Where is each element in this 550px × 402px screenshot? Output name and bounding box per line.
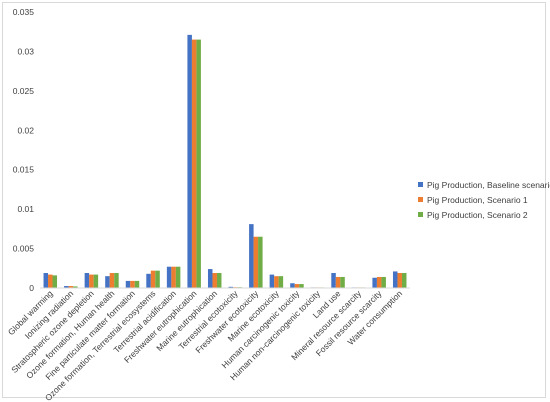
bar xyxy=(212,273,217,288)
bar xyxy=(381,276,386,288)
bar xyxy=(114,273,119,288)
bar xyxy=(155,270,160,288)
bar xyxy=(228,286,234,288)
bar xyxy=(294,284,300,288)
bar xyxy=(146,273,151,288)
bar xyxy=(64,286,69,288)
y-tick-label: 0.02 xyxy=(17,125,34,135)
y-tick-label: 0.025 xyxy=(13,86,35,96)
bar xyxy=(166,266,172,288)
bar xyxy=(249,224,254,288)
bar xyxy=(68,286,74,288)
legend-item-label: Pig Production, Baseline scenario xyxy=(427,180,550,190)
bar xyxy=(401,273,407,288)
y-tick-label: 0.005 xyxy=(13,244,35,254)
legend-swatch xyxy=(418,182,423,187)
bars xyxy=(43,34,407,288)
bar xyxy=(340,276,345,288)
legend-swatch xyxy=(418,212,423,217)
bar xyxy=(130,280,135,288)
bar xyxy=(335,276,341,288)
bar xyxy=(392,271,398,288)
bar xyxy=(274,276,279,288)
y-tick-label: 0.035 xyxy=(13,7,35,17)
bar xyxy=(397,273,402,288)
y-tick-label: 0.03 xyxy=(17,46,34,56)
bar xyxy=(105,276,110,288)
bar xyxy=(196,39,201,288)
chart-area xyxy=(2,2,546,398)
bar xyxy=(109,273,115,288)
bar xyxy=(253,236,259,288)
bar xyxy=(171,266,176,288)
y-axis: 0 0.005 0.01 0.015 0.02 0.025 0.03 0.035 xyxy=(13,7,35,293)
y-tick-label: 0 xyxy=(29,283,34,293)
bar xyxy=(191,39,197,288)
y-tick-label: 0.015 xyxy=(13,165,35,175)
y-tick-label: 0.01 xyxy=(17,204,34,214)
bar xyxy=(216,273,222,288)
bar xyxy=(376,276,382,288)
bar xyxy=(175,266,181,288)
legend-swatch xyxy=(418,197,423,202)
bar xyxy=(187,34,192,288)
bar xyxy=(372,277,377,288)
bar xyxy=(89,274,94,288)
bar xyxy=(290,283,295,288)
bar xyxy=(48,274,53,288)
bar xyxy=(207,269,213,288)
legend-item-label: Pig Production, Scenario 1 xyxy=(427,195,528,205)
legend-item-label: Pig Production, Scenario 2 xyxy=(427,210,528,220)
bar xyxy=(84,273,90,288)
bar xyxy=(73,286,78,288)
bar xyxy=(299,284,304,288)
bar xyxy=(134,280,140,288)
bar xyxy=(125,280,131,288)
bar xyxy=(258,236,263,288)
bar xyxy=(269,274,275,288)
bar xyxy=(52,275,58,288)
legend: Pig Production, Baseline scenario Pig Pro… xyxy=(418,180,550,220)
bar xyxy=(43,273,49,288)
bar xyxy=(150,270,156,288)
bar xyxy=(93,274,99,288)
bar xyxy=(278,276,284,288)
bar xyxy=(331,273,336,288)
